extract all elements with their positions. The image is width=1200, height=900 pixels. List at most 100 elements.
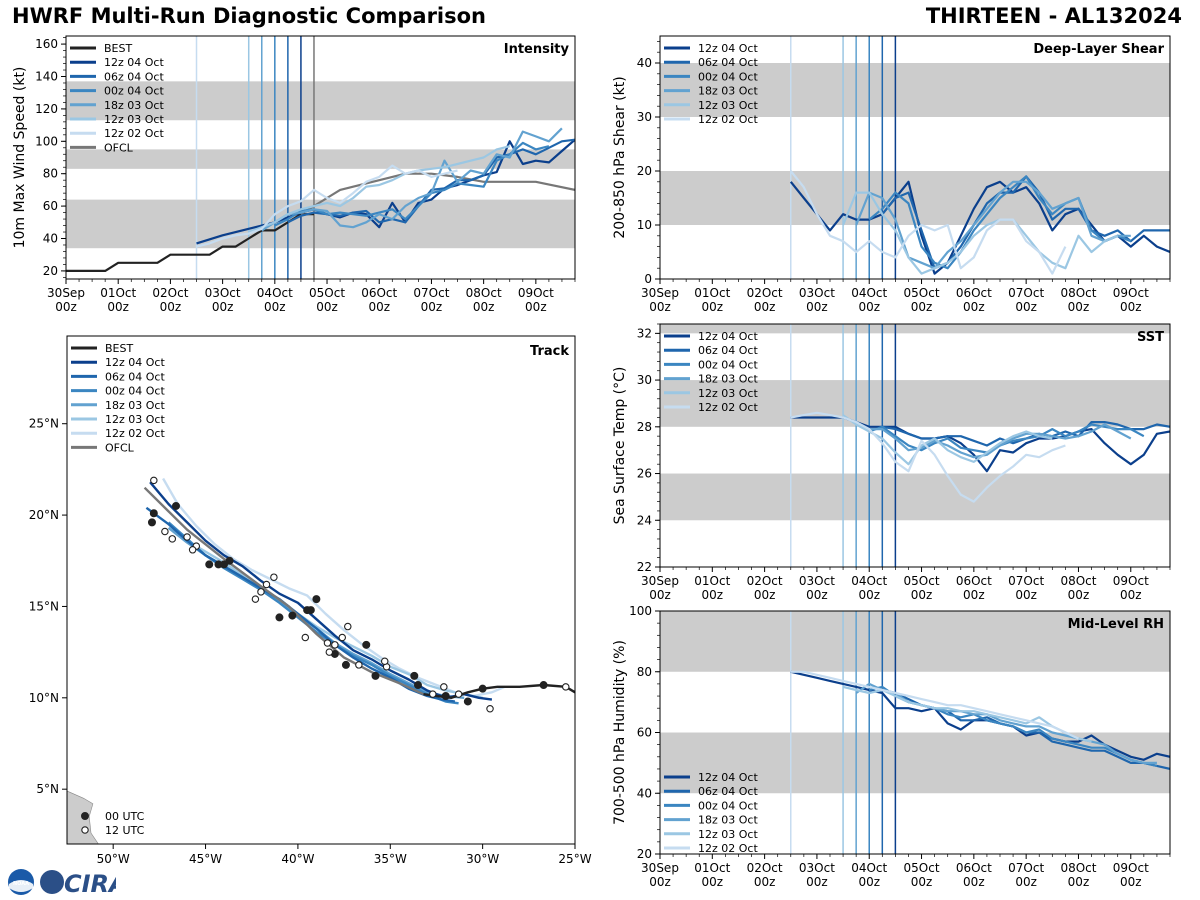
- track-ytick-label: 15°N: [29, 599, 59, 613]
- rh-xtick-label: 00z: [1120, 875, 1142, 889]
- intensity-ytick-label: 60: [43, 199, 58, 213]
- intensity-line-00z-04-oct: [274, 141, 550, 227]
- shear-xtick-label: 00z: [1015, 300, 1037, 314]
- rh-legend-label: 00z 04 Oct: [698, 799, 758, 812]
- shear-xtick-label: 05Oct: [904, 286, 940, 300]
- track-marker-12utc: [262, 580, 271, 589]
- track-xtick-label: 25°W: [558, 852, 591, 866]
- track-legend-label: 12z 02 Oct: [105, 427, 165, 440]
- shear-xtick-label: 00z: [702, 300, 724, 314]
- intensity-legend-label: 00z 04 Oct: [104, 85, 164, 98]
- rh-xtick-label: 03Oct: [799, 861, 835, 875]
- intensity-xtick-label: 00z: [264, 300, 286, 314]
- intensity-xtick-label: 00z: [212, 300, 234, 314]
- rh-legend-label: 12z 02 Oct: [698, 842, 758, 855]
- intensity-xtick-label: 00z: [107, 300, 129, 314]
- intensity-title: Intensity: [504, 42, 570, 57]
- rh-xtick-label: 00z: [649, 875, 671, 889]
- track-marker-00utc: [371, 671, 380, 680]
- sst-xtick-label: 03Oct: [799, 574, 835, 588]
- shear-ytick-label: 40: [637, 56, 652, 70]
- cira-logo-text: CIRA: [64, 870, 116, 898]
- sst-xtick-label: 04Oct: [851, 574, 887, 588]
- sst-xtick-label: 05Oct: [904, 574, 940, 588]
- marker-legend-12utc-icon: [81, 826, 89, 834]
- shear-xtick-label: 00z: [911, 300, 933, 314]
- shear-xtick-label: 00z: [806, 300, 828, 314]
- rh-xtick-label: 00z: [1015, 875, 1037, 889]
- shear-xtick-label: 09Oct: [1113, 286, 1149, 300]
- rh-xtick-label: 00z: [702, 875, 724, 889]
- sst-xtick-label: 00z: [1015, 588, 1037, 602]
- marker-legend-label: 12 UTC: [105, 824, 145, 837]
- sst-xtick-label: 00z: [806, 588, 828, 602]
- track-legend-label: OFCL: [105, 441, 135, 454]
- track-legend-label: 12z 04 Oct: [105, 356, 165, 369]
- track-xtick-label: 30°W: [466, 852, 499, 866]
- shear-legend-label: 12z 03 Oct: [698, 99, 758, 112]
- sst-xtick-label: 30Sep: [641, 574, 679, 588]
- sst-xtick-label: 00z: [858, 588, 880, 602]
- sst-xtick-label: 00z: [1068, 588, 1090, 602]
- shear-xtick-label: 00z: [1120, 300, 1142, 314]
- track-marker-00utc: [171, 501, 180, 510]
- track-marker-00utc: [413, 681, 422, 690]
- storm-name: THIRTEEN - AL132024: [925, 4, 1182, 28]
- rh-xtick-label: 00z: [858, 875, 880, 889]
- sst-title: SST: [1137, 330, 1164, 345]
- sst-xtick-label: 00z: [702, 588, 724, 602]
- intensity-legend-label: 12z 02 Oct: [104, 127, 164, 140]
- rh-xtick-label: 05Oct: [904, 861, 940, 875]
- track-ytick-label: 25°N: [29, 417, 59, 431]
- rh-xtick-label: 00z: [754, 875, 776, 889]
- shear-legend-label: 06z 04 Oct: [698, 56, 758, 69]
- sst-xtick-label: 00z: [963, 588, 985, 602]
- shear-line-12z-02-oct: [789, 170, 1067, 275]
- shear-ylabel: 200-850 hPa Shear (kt): [612, 76, 628, 238]
- track-marker-12utc: [183, 533, 191, 541]
- track-line-12z-02-oct: [162, 477, 506, 698]
- track-marker-12utc: [323, 639, 332, 647]
- track-marker-12utc: [251, 595, 260, 603]
- sst-xtick-label: 09Oct: [1113, 574, 1149, 588]
- sst-line-12z-03-oct: [842, 414, 1053, 466]
- rh-xtick-label: 00z: [1068, 875, 1090, 889]
- sst-ytick-label: 30: [637, 373, 652, 387]
- shear-legend-label: 18z 03 Oct: [698, 85, 758, 98]
- sst-xtick-label: 00z: [911, 588, 933, 602]
- sst-legend-label: 12z 04 Oct: [698, 330, 758, 343]
- logos: NOAA CIRA: [8, 869, 116, 898]
- shear-ytick-label: 0: [644, 272, 652, 286]
- track-marker-12utc: [338, 633, 346, 642]
- intensity-legend-label: OFCL: [104, 141, 134, 154]
- marker-legend-label: 00 UTC: [105, 810, 145, 823]
- intensity-legend-label: 18z 03 Oct: [104, 99, 164, 112]
- intensity-series-group: [66, 127, 575, 272]
- track-marker-12utc: [486, 705, 494, 713]
- rh-title: Mid-Level RH: [1068, 617, 1164, 632]
- rh-xtick-label: 30Sep: [641, 861, 679, 875]
- sst-band: [660, 380, 1170, 427]
- rh-ytick-label: 60: [637, 726, 652, 740]
- shear-xtick-label: 07Oct: [1008, 286, 1044, 300]
- shear-xtick-label: 00z: [754, 300, 776, 314]
- rh-chart: 2040608010030Sep00z01Oct00z02Oct00z03Oct…: [612, 604, 1171, 889]
- sst-legend-label: 00z 04 Oct: [698, 358, 758, 371]
- rh-ytick-label: 100: [629, 604, 652, 618]
- sst-ytick-label: 26: [637, 467, 652, 481]
- shear-legend-label: 12z 02 Oct: [698, 113, 758, 126]
- track-marker-12utc: [168, 535, 177, 543]
- track-marker-12utc: [454, 690, 463, 698]
- intensity-xtick-label: 00z: [525, 300, 547, 314]
- intensity-xtick-label: 08Oct: [466, 286, 502, 300]
- sst-xtick-label: 00z: [754, 588, 776, 602]
- noaa-logo-text: NOAA: [13, 881, 29, 887]
- intensity-legend-label: BEST: [104, 42, 132, 55]
- sst-ytick-label: 28: [637, 420, 652, 434]
- track-marker-00utc: [149, 509, 158, 518]
- track-marker-12utc: [355, 661, 363, 669]
- track-line-ofcl: [143, 486, 424, 696]
- shear-series-group: [789, 170, 1170, 275]
- rh-xtick-label: 07Oct: [1008, 861, 1044, 875]
- shear-chart: 01020304030Sep00z01Oct00z02Oct00z03Oct00…: [612, 35, 1171, 314]
